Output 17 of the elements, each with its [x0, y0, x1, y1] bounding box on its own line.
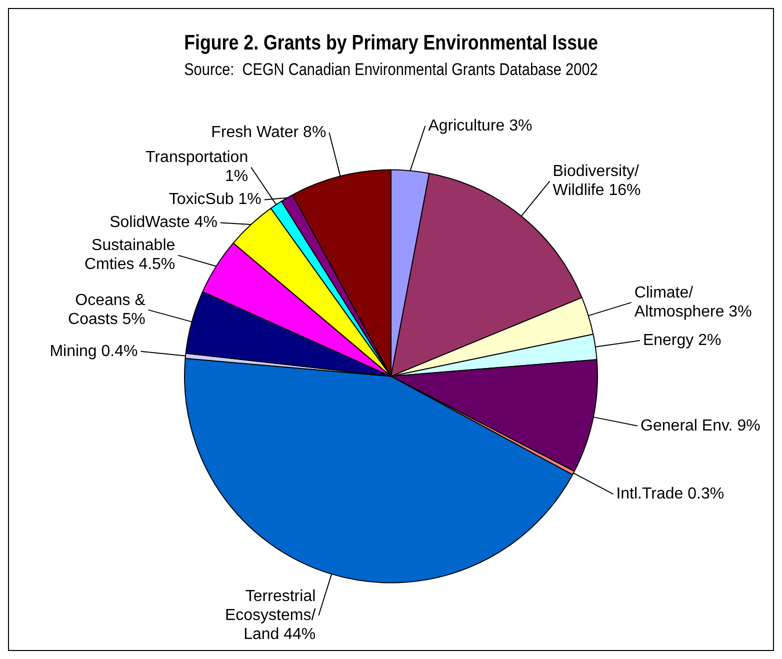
slice-label: SolidWaste 4%: [110, 214, 218, 232]
slice-label: Terrestrial Ecosystems/ Land 44%: [224, 588, 316, 643]
slice-label: Sustainable Cmties 4.5%: [84, 237, 176, 274]
slice-label: Fresh Water 8%: [211, 124, 326, 141]
data-label: 1%: [224, 168, 248, 186]
slice-label: Energy 2%: [642, 332, 722, 349]
slice-label: Intl.Trade 0.3%: [616, 485, 724, 502]
chart-title: Figure 2. Grants by Primary Environmental Issue: [184, 31, 598, 55]
slice-label: Oceans & Coasts 5%: [68, 292, 146, 328]
slice-label: Mining 0.4%: [50, 342, 138, 360]
slice-label: Transportation: [146, 149, 248, 166]
slice-label: ToxicSub 1%: [168, 191, 262, 208]
slice-label: General Env. 9%: [640, 417, 760, 434]
slice-label: Agriculture 3%: [428, 117, 532, 134]
slice-label: Climate/ Altmosphere 3%: [634, 284, 752, 320]
slice-label: Biodiversity/ Wildlife 16%: [552, 163, 641, 200]
chart-subtitle: Source: CEGN Canadian Environmental Grants Database 2002: [184, 61, 598, 80]
